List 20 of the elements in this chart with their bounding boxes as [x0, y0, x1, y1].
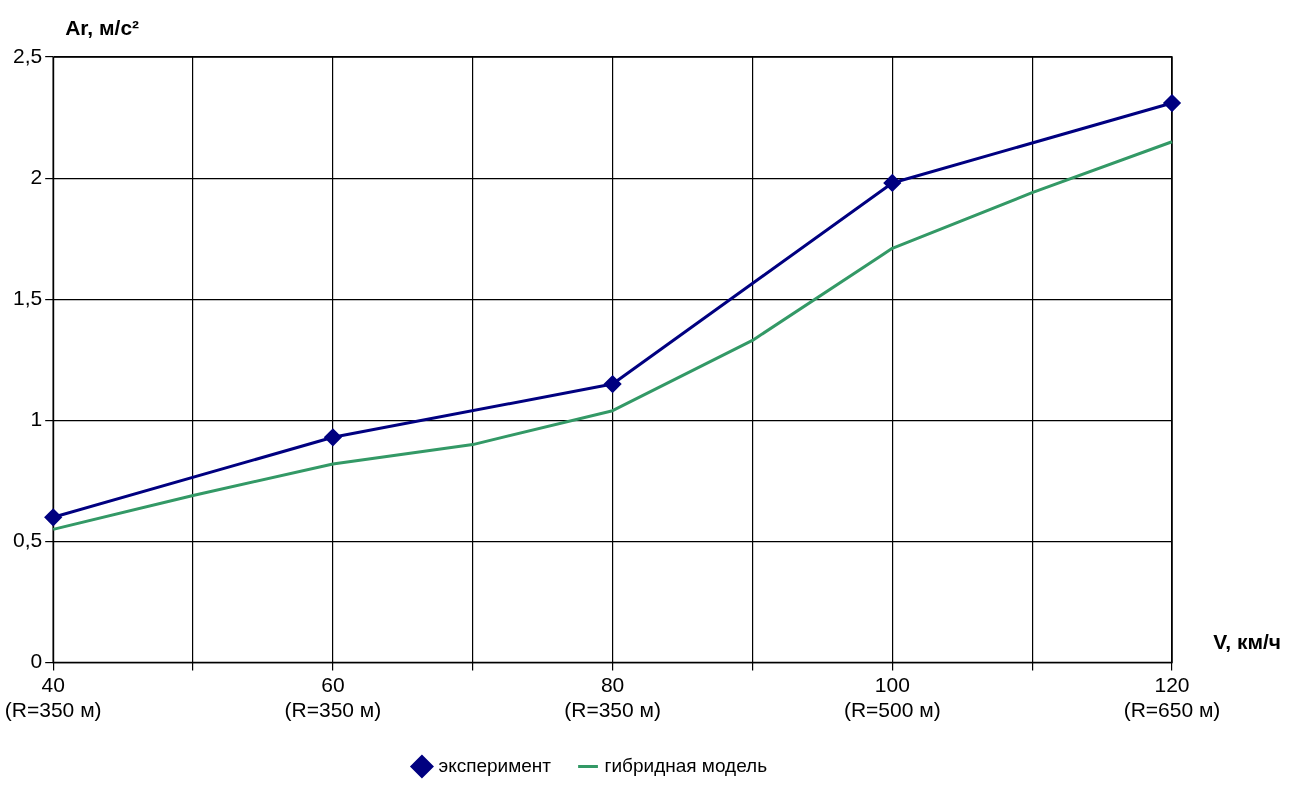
- y-tick-label: 2: [30, 164, 43, 188]
- point: [883, 174, 901, 192]
- y-axis-title: Ar, м/с²: [65, 16, 140, 39]
- x-tick-label: 80 (R=350 м): [564, 673, 661, 722]
- x-tick-label: 120 (R=650 м): [1123, 673, 1221, 722]
- y-tick-label: 1,5: [12, 286, 43, 310]
- point: [1163, 94, 1181, 112]
- y-tick-label: 1: [30, 407, 43, 431]
- legend-label: эксперимент: [438, 754, 552, 776]
- y-tick-label: 0: [30, 649, 43, 673]
- x-tick-label: 100 (R=500 м): [843, 673, 941, 722]
- legend-label: гибридная модель: [604, 754, 768, 776]
- x-tick-label: 40 (R=350 м): [4, 673, 102, 722]
- point: [44, 508, 62, 526]
- point: [604, 375, 622, 393]
- point: [324, 428, 342, 446]
- x-axis-title: V, км/ч: [1213, 629, 1281, 653]
- x-tick-label: 60 (R=350 м): [284, 673, 382, 722]
- y-tick-label: 2,5: [12, 43, 43, 67]
- y-tick-label: 0,5: [12, 528, 43, 552]
